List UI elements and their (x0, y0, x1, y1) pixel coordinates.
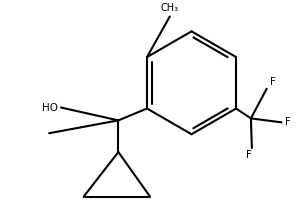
Text: F: F (246, 150, 252, 160)
Text: F: F (284, 117, 290, 127)
Text: CH₃: CH₃ (161, 3, 179, 13)
Text: F: F (270, 77, 276, 87)
Text: HO: HO (42, 102, 58, 113)
